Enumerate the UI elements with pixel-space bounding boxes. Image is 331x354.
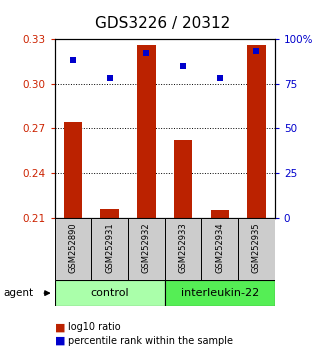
Bar	[165, 280, 275, 306]
Text: ■: ■	[55, 336, 65, 346]
Bar	[91, 218, 128, 280]
Text: GSM252935: GSM252935	[252, 222, 261, 273]
Bar	[137, 45, 156, 218]
Text: GSM252934: GSM252934	[215, 222, 224, 273]
Bar	[64, 122, 82, 218]
Point	[70, 58, 75, 63]
Point	[217, 75, 222, 81]
Text: agent: agent	[3, 288, 33, 298]
Text: control: control	[90, 288, 129, 298]
Bar	[55, 280, 165, 306]
Point	[107, 75, 112, 81]
Point	[254, 48, 259, 54]
Text: GSM252932: GSM252932	[142, 222, 151, 273]
Bar	[174, 140, 192, 218]
Text: GSM252933: GSM252933	[178, 222, 188, 273]
Point	[180, 63, 186, 69]
Text: log10 ratio: log10 ratio	[68, 322, 120, 332]
Text: GDS3226 / 20312: GDS3226 / 20312	[95, 16, 230, 31]
Text: GSM252890: GSM252890	[69, 222, 77, 273]
Bar	[238, 218, 275, 280]
Text: percentile rank within the sample: percentile rank within the sample	[68, 336, 233, 346]
Point	[144, 50, 149, 56]
Bar	[101, 209, 119, 218]
Bar	[55, 218, 91, 280]
Bar	[165, 218, 201, 280]
Text: ■: ■	[55, 322, 65, 332]
Text: GSM252931: GSM252931	[105, 222, 114, 273]
Text: interleukin-22: interleukin-22	[181, 288, 259, 298]
Bar	[211, 210, 229, 218]
Bar	[128, 218, 165, 280]
Bar	[201, 218, 238, 280]
Bar	[247, 45, 265, 218]
